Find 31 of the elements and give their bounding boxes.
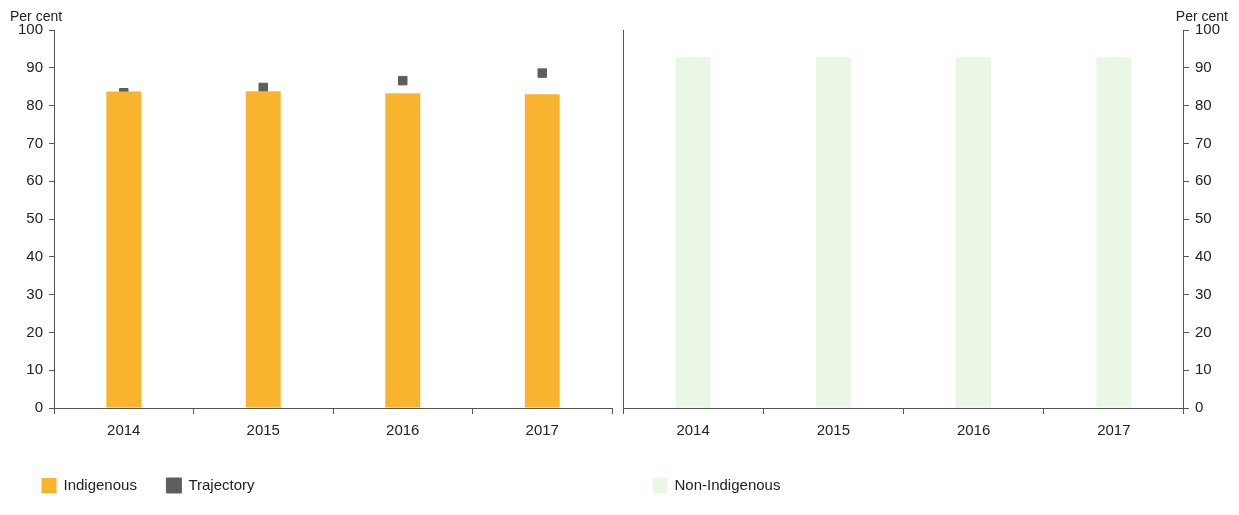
legend-label: Non-Indigenous (674, 475, 781, 493)
x-tick-label: 2014 (107, 421, 141, 439)
y2-tick-label: 0 (1194, 398, 1204, 416)
y-tick-label: 10 (26, 360, 44, 378)
y-tick-label: 20 (26, 322, 44, 340)
y-tick-label: 30 (26, 284, 44, 302)
x-tick-label: 2014 (676, 421, 710, 439)
y-tick-label: 40 (26, 246, 44, 264)
y-tick-label: 70 (26, 133, 44, 151)
legend-label: Trajectory (188, 475, 256, 493)
x-tick-label: 2016 (386, 421, 420, 439)
x-tick-label: 2017 (525, 421, 559, 439)
x-tick-label: 2015 (816, 421, 851, 439)
x-tick-label: 2015 (246, 421, 280, 439)
y-tick-label: 0 (34, 398, 44, 416)
y2-tick-label: 60 (1194, 171, 1212, 189)
x-tick-label: 2016 (956, 421, 991, 439)
y2-tick-label: 40 (1194, 246, 1212, 264)
y2-tick-label: 20 (1194, 322, 1212, 340)
y2-tick-label: 90 (1194, 57, 1212, 75)
y-tick-label: 50 (26, 209, 44, 227)
legend-label: Indigenous (63, 475, 137, 493)
y-tick-label: 80 (26, 95, 44, 113)
y2-tick-label: 50 (1194, 209, 1212, 227)
y-tick-label: 90 (26, 57, 44, 75)
y2-tick-label: 70 (1194, 133, 1212, 151)
x-tick-label: 2017 (1097, 421, 1131, 439)
y-tick-label: 60 (26, 171, 44, 189)
y2-tick-label: 30 (1194, 284, 1212, 302)
y2-tick-label: 10 (1194, 360, 1212, 378)
y2-tick-label: 80 (1194, 95, 1212, 113)
